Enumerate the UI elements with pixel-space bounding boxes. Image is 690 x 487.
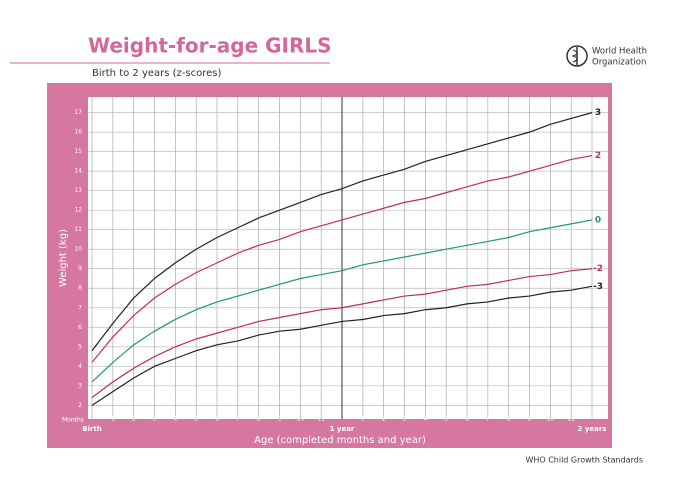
y-tick-label: 15 (74, 148, 82, 155)
y-tick-label: 15 (615, 148, 623, 155)
y-tick-label: 11 (74, 226, 82, 233)
series-line (91, 219, 593, 383)
y-tick-label: 16 (74, 129, 82, 136)
x-tick-label: 4 (173, 416, 177, 423)
series-line (91, 268, 593, 399)
x-tick-label: 1 (361, 416, 365, 423)
y-tick-label: 8 (78, 285, 82, 292)
x-tick-label: 5 (194, 416, 198, 423)
x-tick-label: 11 (567, 416, 575, 423)
series-line (91, 154, 593, 363)
y-tick-label: 16 (615, 129, 623, 136)
x-tick-label: 7 (236, 416, 240, 423)
organization: Organization (592, 58, 646, 68)
y-tick-label: 5 (78, 343, 82, 350)
y-tick-label: 14 (74, 168, 82, 175)
x-tick-label: 9 (278, 416, 282, 423)
x-tick-label: 7 (486, 416, 490, 423)
y-tick-label: 12 (615, 207, 623, 214)
y-tick-label: 11 (615, 226, 623, 233)
footer: WHO Child Growth Standards (525, 456, 643, 465)
x-tick-label: 9 (528, 416, 532, 423)
y-tick-label: 3 (78, 382, 82, 389)
x-tick-label: 8 (257, 416, 261, 423)
y-tick-label: 4 (78, 363, 82, 370)
y-axis-label: Weight (kg) (58, 229, 69, 287)
x-tick-label: 2 (132, 416, 136, 423)
y-tick-label: 9 (78, 265, 82, 272)
x-tick-label: 5 (444, 416, 448, 423)
x-tick-label: 3 (153, 416, 157, 423)
y-tick-label: 13 (615, 187, 623, 194)
y-tick-label: 14 (615, 168, 623, 175)
y-tick-label: 6 (78, 324, 82, 331)
y-tick-label: 12 (74, 207, 82, 214)
x-axis-label: Age (completed months and year) (254, 435, 426, 446)
plot-area (88, 97, 608, 419)
y-tick-label: 9 (615, 265, 619, 272)
series-label: 2 (595, 151, 601, 161)
y-tick-label: 6 (615, 324, 619, 331)
y-tick-label: 17 (615, 109, 623, 116)
x-tick-label: 1 (111, 416, 115, 423)
x-tick-label: 10 (547, 416, 555, 423)
y-tick-label: 7 (615, 304, 619, 311)
subtitle: Birth to 2 years (z-scores) (92, 68, 221, 79)
y-tick-label: 13 (74, 187, 82, 194)
x-tick-label: 8 (507, 416, 511, 423)
y-tick-label: 17 (74, 109, 82, 116)
x-tick-label: 6 (465, 416, 469, 423)
x-tick-label: 10 (297, 416, 305, 423)
y-tick-label: 5 (615, 343, 619, 350)
who-logo (566, 45, 588, 67)
y-tick-label: 3 (615, 382, 619, 389)
organization: World Health (592, 47, 647, 57)
y-tick-label: 2 (615, 402, 619, 409)
x-tick-label: 3 (403, 416, 407, 423)
chart-title: Weight-for-age GIRLS (88, 34, 332, 58)
x-tick-label: 2 years (578, 425, 607, 433)
x-tick-label: 1 year (330, 425, 355, 433)
y-tick-label: 4 (615, 363, 619, 370)
x-tick-label: 4 (423, 416, 427, 423)
x-unit-label: Months (62, 417, 84, 424)
series-line (91, 285, 593, 406)
y-tick-label: 8 (615, 285, 619, 292)
series-label: 0 (595, 215, 601, 225)
series-line (91, 112, 593, 352)
series-label: -2 (593, 264, 603, 274)
y-tick-label: 10 (74, 246, 82, 253)
x-tick-label: 6 (215, 416, 219, 423)
x-tick-label: 11 (317, 416, 325, 423)
y-tick-label: 7 (78, 304, 82, 311)
y-tick-label: 2 (78, 402, 82, 409)
series-label: 3 (595, 108, 601, 118)
series-label: -3 (593, 282, 603, 292)
y-tick-label: 10 (615, 246, 623, 253)
x-tick-label: 2 (382, 416, 386, 423)
x-tick-label: Birth (82, 425, 102, 433)
